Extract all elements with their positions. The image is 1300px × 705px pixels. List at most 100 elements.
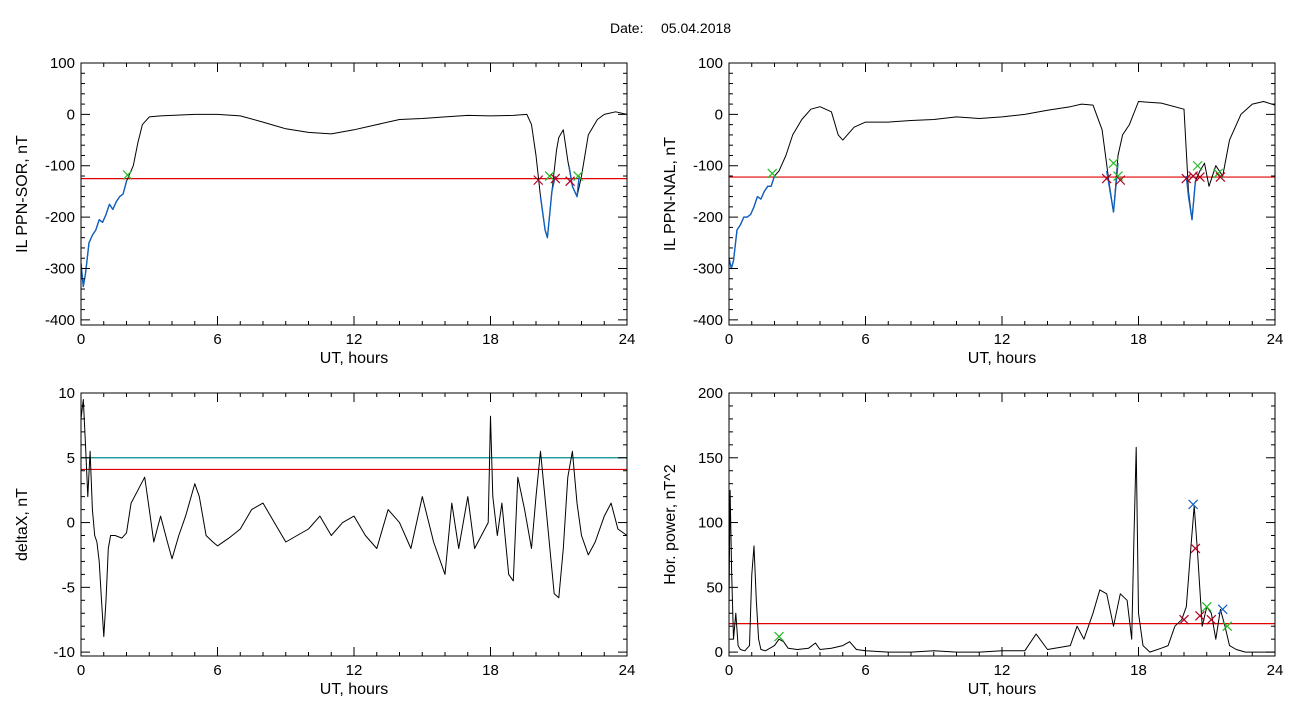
- x-tick-label: 18: [482, 331, 499, 348]
- plot-area: [729, 101, 1275, 270]
- marker-stroke: [774, 631, 784, 642]
- event-marker-red: [1195, 610, 1205, 621]
- event-marker-green: [1222, 621, 1233, 632]
- x-axis-label: UT, hours: [320, 681, 388, 698]
- y-tick-label: 100: [698, 55, 723, 72]
- event-segment-line: [1185, 175, 1197, 221]
- event-segment-line: [568, 165, 580, 198]
- y-axis-label: IL PPN-NAL, nT: [662, 137, 679, 251]
- y-tick-label: -300: [693, 260, 723, 277]
- panel-2: 0 6 12 18 24 100 0 -100 -200 -300 -400 UT, hours IL …: [662, 55, 1283, 367]
- y-axis-label: Hor. power, nT^2: [662, 464, 679, 585]
- marker-stroke: [533, 175, 544, 186]
- x-tick-label: 18: [482, 662, 499, 679]
- marker-stroke: [1213, 168, 1224, 179]
- event-segment-line: [81, 181, 128, 288]
- marker-stroke: [1115, 175, 1126, 186]
- event-marker-red: [1181, 173, 1192, 184]
- figure-title: Date: 05.04.2018: [610, 20, 731, 36]
- event-segment-line: [729, 175, 776, 270]
- x-tick-label: 6: [213, 331, 221, 348]
- y-tick-label: 5: [67, 450, 75, 467]
- x-axis-label: UT, hours: [968, 681, 1036, 698]
- marker-stroke: [573, 171, 584, 181]
- marker-stroke: [544, 171, 555, 181]
- x-tick-label: 12: [346, 331, 363, 348]
- y-tick-label: -5: [62, 579, 75, 596]
- signal-line: [729, 101, 1275, 269]
- x-tick-label: 18: [1130, 662, 1147, 679]
- y-axis-label: IL PPN-SOR, nT: [14, 135, 31, 253]
- x-tick-label: 24: [1267, 331, 1284, 348]
- marker-stroke: [1217, 604, 1228, 615]
- marker-stroke: [1192, 160, 1203, 171]
- marker-stroke: [1181, 173, 1192, 184]
- panel-4: 0 6 12 18 24 200 150 100 50 0 UT, hours Hor. power,…: [662, 385, 1283, 698]
- marker-stroke: [1195, 172, 1205, 182]
- y-tick-label: -400: [45, 312, 75, 329]
- y-tick-label: 100: [698, 515, 723, 532]
- marker-stroke: [1179, 614, 1189, 625]
- event-marker-blue: [1188, 499, 1199, 510]
- event-marker-red: [533, 175, 544, 186]
- x-tick-label: 0: [725, 662, 733, 679]
- x-tick-label: 24: [619, 331, 636, 348]
- y-tick-label: 200: [698, 385, 723, 402]
- plot-frame: [80, 62, 628, 326]
- x-tick-label: 12: [994, 662, 1011, 679]
- x-tick-label: 24: [1267, 662, 1284, 679]
- marker-stroke: [1215, 172, 1226, 182]
- figure-title-prefix: Date:: [610, 20, 643, 36]
- event-marker-red: [1206, 614, 1217, 625]
- marker-stroke: [1190, 543, 1201, 554]
- y-tick-label: -200: [45, 209, 75, 226]
- event-marker-red: [1115, 175, 1126, 186]
- event-marker-green: [1108, 158, 1119, 169]
- event-segment-line: [539, 175, 556, 239]
- y-axis-label: deltaX, nT: [14, 488, 31, 561]
- y-tick-label: 0: [715, 644, 723, 661]
- y-tick-label: 50: [706, 579, 723, 596]
- marker-stroke: [550, 173, 561, 184]
- event-marker-green: [1201, 601, 1212, 612]
- x-tick-label: 6: [213, 662, 221, 679]
- x-axis-label: UT, hours: [968, 350, 1036, 367]
- x-tick-label: 0: [77, 662, 85, 679]
- event-marker-red: [565, 176, 576, 187]
- y-tick-label: -10: [53, 644, 75, 661]
- panel-1: 0 6 12 18 24 100 0 -100 -200 -300 -400 UT, hours IL …: [14, 55, 635, 367]
- event-marker-green: [767, 168, 778, 179]
- marker-stroke: [122, 170, 133, 180]
- marker-stroke: [1101, 173, 1112, 184]
- panel-3: 0 6 12 18 24 10 5 0 -5 -10 UT, hours deltaX, nT: [14, 385, 635, 698]
- event-marker-green: [122, 170, 133, 180]
- y-tick-label: -200: [693, 209, 723, 226]
- y-tick-label: -100: [45, 158, 75, 175]
- signal-line: [81, 399, 627, 638]
- marker-stroke: [1206, 614, 1217, 625]
- event-marker-green: [774, 631, 784, 642]
- y-tick-label: -300: [45, 260, 75, 277]
- y-tick-label: 10: [58, 385, 75, 402]
- marker-stroke: [1188, 499, 1199, 510]
- marker-stroke: [565, 176, 576, 187]
- event-marker-green: [573, 171, 584, 181]
- x-tick-label: 12: [346, 662, 363, 679]
- x-tick-label: 12: [994, 331, 1011, 348]
- plot-area: [81, 111, 627, 288]
- marker-stroke: [767, 168, 778, 179]
- marker-stroke: [1108, 158, 1119, 169]
- marker-stroke: [1195, 610, 1205, 621]
- event-marker-red: [550, 173, 561, 184]
- signal-line: [81, 111, 627, 287]
- plot-frame: [728, 62, 1276, 326]
- event-marker-green: [1192, 160, 1203, 171]
- y-tick-label: 100: [50, 55, 75, 72]
- event-marker-red: [1215, 172, 1226, 182]
- y-tick-label: -400: [693, 312, 723, 329]
- event-marker-green: [544, 171, 555, 181]
- plot-area: [729, 446, 1275, 653]
- y-tick-label: 150: [698, 450, 723, 467]
- x-tick-label: 24: [619, 662, 636, 679]
